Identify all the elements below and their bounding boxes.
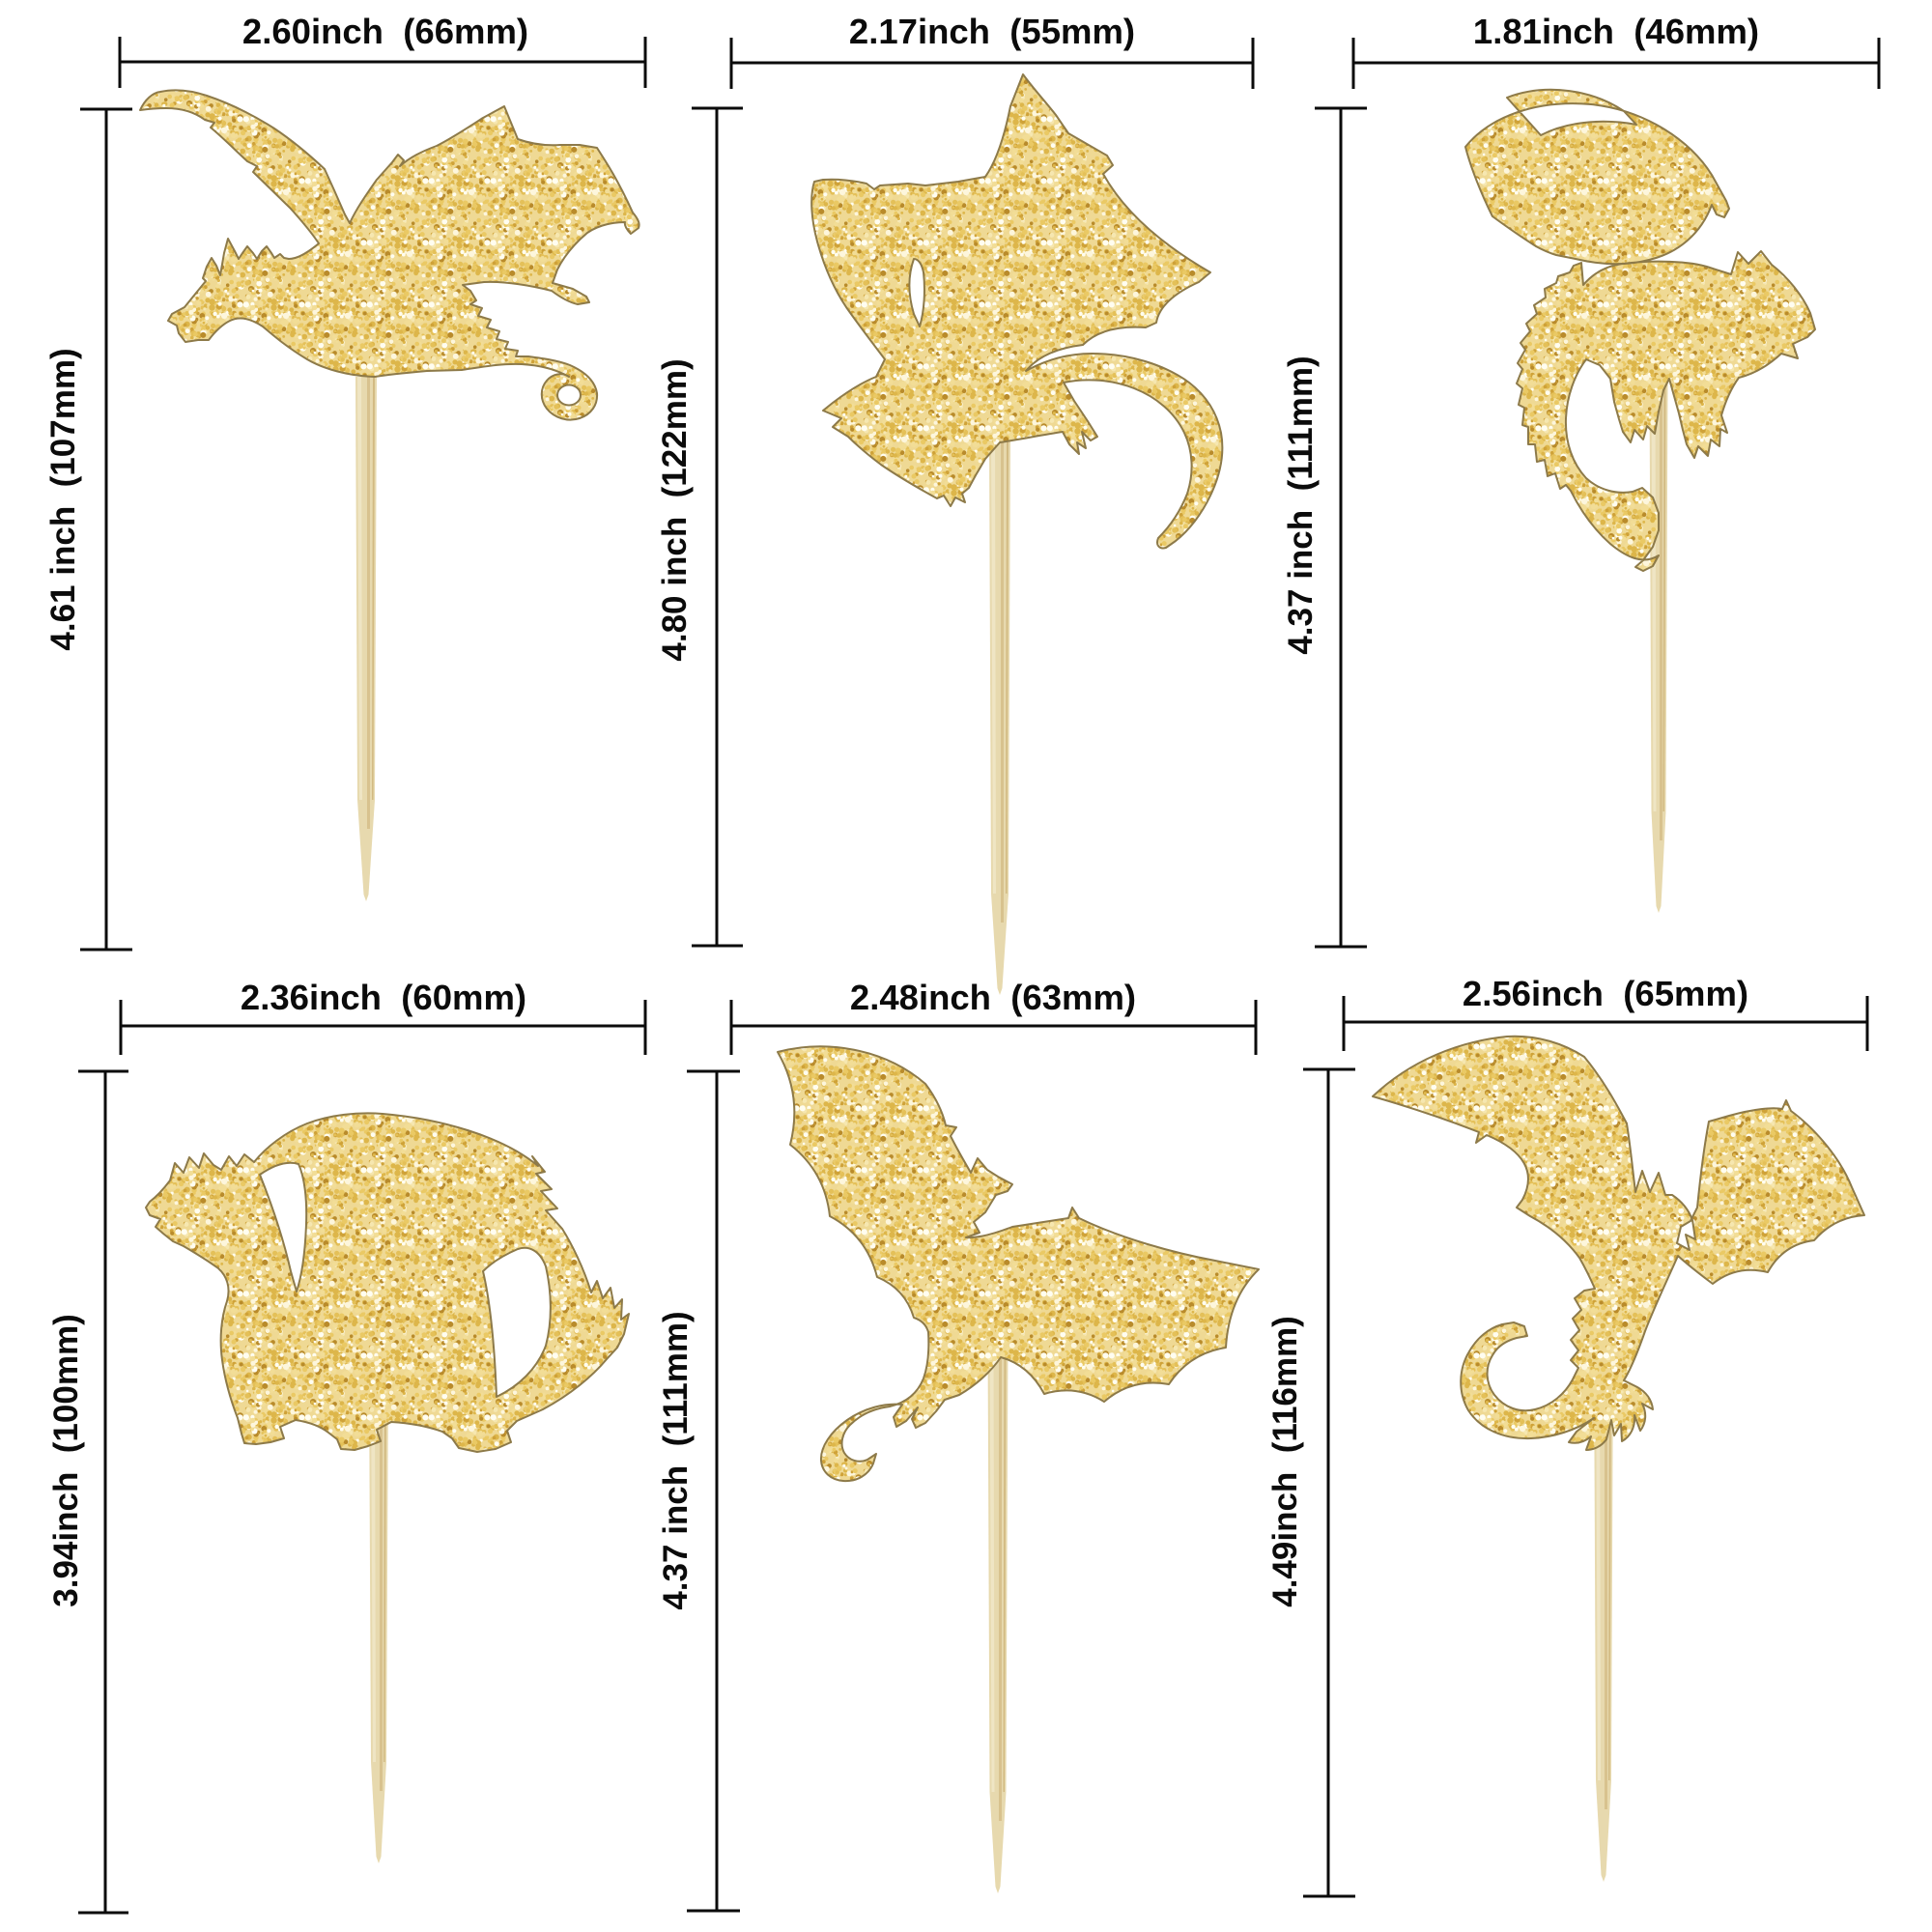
svg-text:2.17inch (55mm): 2.17inch (55mm) (849, 12, 1135, 51)
svg-text:2.36inch (60mm): 2.36inch (60mm) (241, 978, 526, 1017)
svg-text:2.56inch (65mm): 2.56inch (65mm) (1463, 974, 1748, 1013)
svg-text:4.49inch (116mm): 4.49inch (116mm) (1266, 1316, 1304, 1607)
svg-text:2.60inch (66mm): 2.60inch (66mm) (242, 12, 528, 51)
svg-text:4.61 inch (107mm): 4.61 inch (107mm) (44, 348, 82, 650)
svg-text:4.37 inch (111mm): 4.37 inch (111mm) (1282, 355, 1320, 654)
svg-text:4.37 inch (111mm): 4.37 inch (111mm) (657, 1311, 695, 1609)
svg-text:2.48inch (63mm): 2.48inch (63mm) (850, 978, 1136, 1017)
svg-text:1.81inch (46mm): 1.81inch (46mm) (1473, 12, 1759, 51)
svg-text:4.80 inch (122mm): 4.80 inch (122mm) (656, 358, 694, 661)
svg-text:3.94inch (100mm): 3.94inch (100mm) (47, 1314, 85, 1606)
